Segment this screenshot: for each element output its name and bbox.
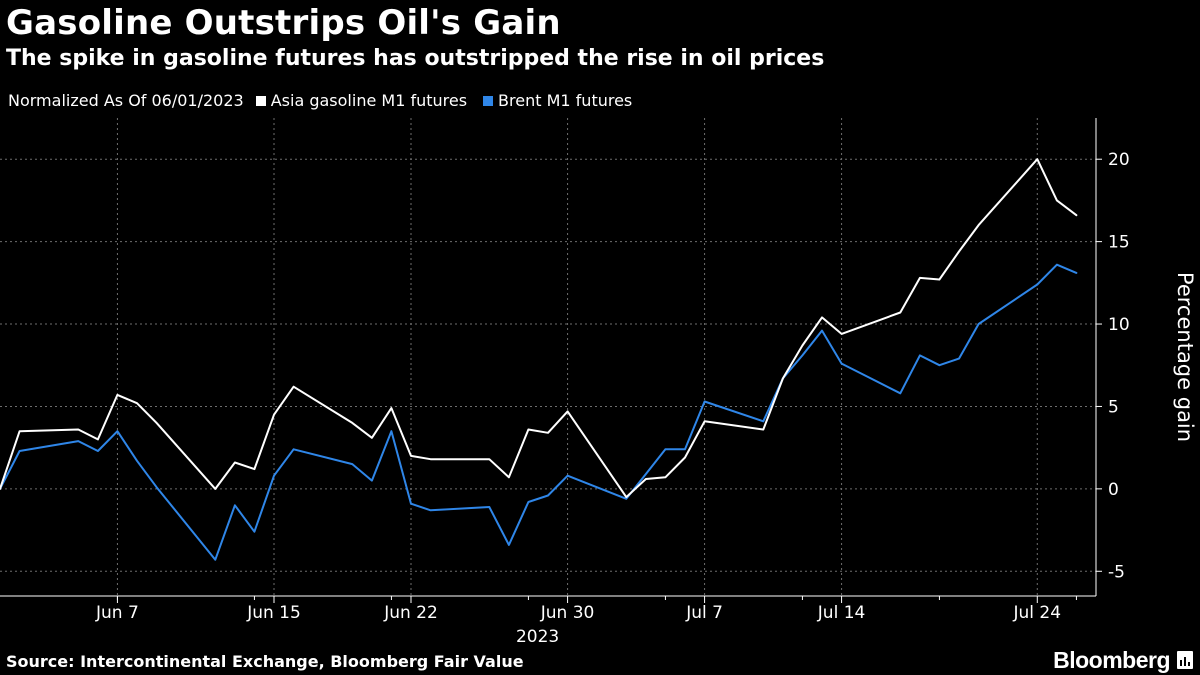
legend-label-brent: Brent M1 futures: [498, 91, 633, 110]
source-note: Source: Intercontinental Exchange, Bloom…: [6, 652, 524, 671]
grid: [0, 118, 1096, 596]
y-tick-label: 5: [1108, 397, 1119, 417]
tick-labels: -5 0 5 10 15 20 Jun 7 Jun 15 Jun 22 Jun 30 Jul 7 Ju…: [95, 150, 1197, 647]
y-tick-label: 20: [1108, 150, 1130, 170]
normalization-note: Normalized As Of 06/01/2023: [8, 91, 244, 110]
x-tick-label: Jul 7: [685, 603, 723, 623]
axes: [0, 118, 1102, 603]
legend-item-gasoline: Asia gasoline M1 futures: [255, 90, 468, 112]
x-tick-label: Jul 24: [1013, 603, 1062, 623]
series-line-gasoline: [0, 158, 1078, 499]
y-tick-label: 10: [1108, 315, 1130, 335]
chart-subtitle: The spike in gasoline futures has outstr…: [6, 46, 825, 71]
legend-item-brent: Brent M1 futures: [483, 90, 632, 112]
bloomberg-logo: Bloomberg: [1053, 647, 1170, 673]
y-axis-title: Percentage gain: [1173, 272, 1197, 442]
y-tick-label: 15: [1108, 233, 1130, 253]
legend-label-gasoline: Asia gasoline M1 futures: [270, 91, 468, 110]
legend-swatch-gasoline: [255, 96, 266, 106]
legend-swatch-brent: [483, 96, 494, 106]
legend: Normalized As Of 06/01/2023 Asia gasolin…: [8, 90, 648, 112]
bloomberg-terminal-icon: [1177, 651, 1193, 669]
y-tick-label: -5: [1108, 562, 1125, 582]
year-label: 2023: [516, 627, 559, 647]
x-tick-label: Jun 22: [383, 603, 438, 623]
series: [0, 158, 1078, 561]
series-line-brent: [0, 263, 1078, 561]
x-tick-label: Jun 30: [540, 603, 595, 623]
x-tick-label: Jul 14: [817, 603, 866, 623]
chart-title: Gasoline Outstrips Oil's Gain: [6, 3, 561, 43]
y-tick-label: 0: [1108, 480, 1119, 500]
x-tick-label: Jun 7: [95, 603, 139, 623]
x-tick-label: Jun 15: [246, 603, 301, 623]
